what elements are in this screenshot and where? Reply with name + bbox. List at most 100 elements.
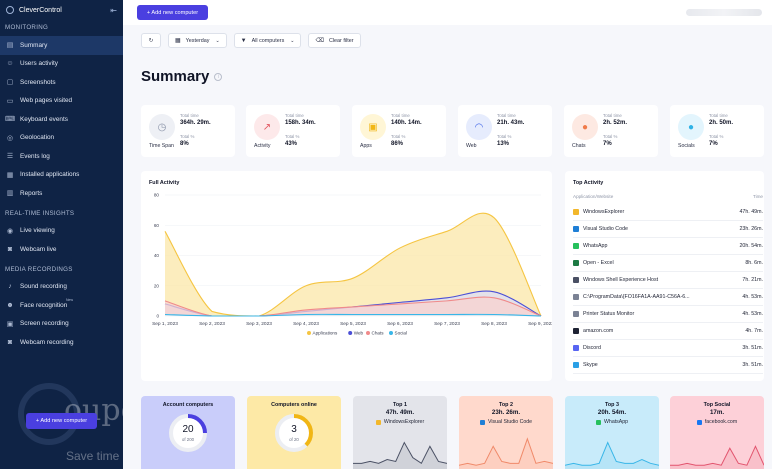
stat-total-value: 2h. 52m. bbox=[603, 120, 628, 126]
sidebar-item-keyboard-events[interactable]: ⌨ Keyboard events bbox=[0, 110, 123, 129]
stat-pct-value: 13% bbox=[497, 141, 510, 147]
legend-marker bbox=[348, 331, 353, 335]
stat-total-value: 140h. 14m. bbox=[391, 120, 422, 126]
legend-label: Social bbox=[395, 331, 408, 336]
y-tick-label: 80 bbox=[154, 193, 160, 198]
user-menu[interactable] bbox=[686, 9, 762, 16]
stat-card-web[interactable]: ◠ Web Total time 21h. 43m. Total % 13% bbox=[458, 105, 552, 157]
card-app: WindowsExplorer bbox=[353, 419, 447, 425]
stat-pct-value: 8% bbox=[180, 141, 189, 147]
sidebar-item-summary[interactable]: ▤ Summary bbox=[0, 36, 123, 55]
sidebar-item-webcam-recording[interactable]: ◙ Webcam recording bbox=[0, 333, 123, 352]
x-tick-label: Sep 7, 2023 bbox=[434, 321, 460, 327]
stat-total-label: Total time bbox=[709, 113, 728, 118]
sidebar-item-label: Screenshots bbox=[20, 78, 56, 86]
stat-label: Web bbox=[466, 143, 477, 149]
sidebar-item-users-activity[interactable]: ☺ Users activity bbox=[0, 55, 123, 74]
sidebar-item-label: Events log bbox=[20, 152, 50, 160]
sidebar-item-label: Keyboard events bbox=[20, 115, 68, 123]
stat-card-activity[interactable]: ↗ Activity Total time 158h. 34m. Total % 43% bbox=[246, 105, 340, 157]
sparkline bbox=[353, 441, 447, 469]
donut-gauge: 3 of 20 bbox=[273, 412, 315, 454]
donut-fill bbox=[275, 414, 313, 452]
refresh-button[interactable]: ↻ bbox=[141, 33, 161, 48]
top-activity-row[interactable]: WhatsApp 20h. 54m. bbox=[573, 238, 763, 255]
full-activity-title: Full Activity bbox=[149, 180, 180, 186]
top-activity-row[interactable]: WindowsExplorer 47h. 49m. bbox=[573, 204, 763, 221]
legend-marker bbox=[307, 331, 311, 335]
add-computer-button[interactable]: + Add new computer bbox=[137, 5, 208, 20]
legend-marker bbox=[366, 331, 370, 335]
summary-card-top-social[interactable]: Top Social 17m. facebook.com bbox=[670, 396, 764, 469]
chevron-down-icon: ⌄ bbox=[290, 37, 295, 44]
summary-card-top-3[interactable]: Top 3 20h. 54m. WhatsApp bbox=[565, 396, 659, 469]
legend-label: Web bbox=[354, 331, 364, 336]
app-name: Printer Status Monitor bbox=[583, 311, 635, 317]
top-activity-row[interactable]: Printer Status Monitor 4h. 53m. bbox=[573, 306, 763, 323]
donut-ring bbox=[169, 414, 207, 452]
list-icon: ☰ bbox=[6, 153, 14, 161]
clear-filter-button[interactable]: ⌫ Clear filter bbox=[308, 33, 361, 48]
stat-total-label: Total time bbox=[180, 113, 199, 118]
main: + Add new computer ↻ ▦ Yesterday ⌄ ▼ All… bbox=[123, 0, 772, 469]
info-icon[interactable]: i bbox=[214, 72, 223, 81]
sidebar-item-installed-applications[interactable]: ▦ Installed applications bbox=[0, 166, 123, 185]
y-tick-label: 40 bbox=[154, 253, 160, 258]
app-logo-icon bbox=[6, 6, 14, 14]
summary-card-top-1[interactable]: Top 1 47h. 49m. WindowsExplorer bbox=[353, 396, 447, 469]
top-activity-row[interactable]: Windows Shell Experience Host 7h. 21m. bbox=[573, 272, 763, 289]
app-time: 4h. 53m. bbox=[742, 294, 763, 300]
sidebar-item-screen-recording[interactable]: ▣ Screen recording bbox=[0, 315, 123, 334]
top-activity-row[interactable]: Open - Excel 8h. 6m. bbox=[573, 255, 763, 272]
sidebar-nav: MONITORING ▤ Summary ☺ Users activity ▢ Screen… bbox=[0, 20, 123, 352]
sidebar-add-computer-button[interactable]: + Add new computer bbox=[26, 413, 97, 429]
date-filter-value: Yesterday bbox=[185, 37, 210, 44]
top-activity-row[interactable]: amazon.com 4h. 7m. bbox=[573, 323, 763, 340]
top-activity-row[interactable]: Discord 3h. 51m. bbox=[573, 340, 763, 357]
top-activity-row[interactable]: Skype 3h. 51m. bbox=[573, 357, 763, 374]
sidebar-item-label: Webcam live bbox=[20, 245, 57, 253]
refresh-icon: ↻ bbox=[148, 37, 154, 44]
stat-card-chats[interactable]: ● Chats Total time 2h. 52m. Total % 7% bbox=[564, 105, 658, 157]
app-time: 47h. 49m. bbox=[739, 209, 763, 215]
summary-card-top-2[interactable]: Top 2 23h. 26m. Visual Studio Code bbox=[459, 396, 553, 469]
amazon-icon bbox=[573, 328, 579, 334]
sidebar-item-geolocation[interactable]: ◎ Geolocation bbox=[0, 129, 123, 148]
donut-of: of 200 bbox=[181, 437, 195, 442]
top-activity-row[interactable]: Visual Studio Code 23h. 26m. bbox=[573, 221, 763, 238]
sidebar-item-label: Installed applications bbox=[20, 171, 80, 179]
card-title: Top 1 bbox=[393, 402, 407, 408]
apps-icon: ▦ bbox=[6, 171, 14, 179]
top-activity-row[interactable]: C:\ProgramData\{FO16FA1A-AA91-C56A-6... 4… bbox=[573, 289, 763, 306]
sidebar-item-web-pages-visited[interactable]: ▭ Web pages visited bbox=[0, 92, 123, 111]
printer-icon bbox=[573, 311, 579, 317]
summary-card-computers-online[interactable]: Computers online 3 of 20 bbox=[247, 396, 341, 469]
sidebar-item-events-log[interactable]: ☰ Events log bbox=[0, 147, 123, 166]
stat-total-label: Total time bbox=[285, 113, 304, 118]
sidebar: CleverControl ⇤ MONITORING ▤ Summary ☺ Users… bbox=[0, 0, 197, 469]
sidebar-item-reports[interactable]: ▥ Reports bbox=[0, 184, 123, 203]
stat-card-time-span[interactable]: ◷ Time Span Total time 364h. 29m. Total % 8% bbox=[141, 105, 235, 157]
donut-ring bbox=[275, 414, 313, 452]
donut-gauge: 20 of 200 bbox=[167, 412, 209, 454]
app-time: 20h. 54m. bbox=[739, 243, 763, 249]
sidebar-item-webcam-live[interactable]: ◙ Webcam live bbox=[0, 240, 123, 259]
stat-pct-label: Total % bbox=[391, 134, 406, 139]
card-value: 23h. 26m. bbox=[491, 409, 521, 416]
arrow-left-icon[interactable]: ⇤ bbox=[110, 5, 117, 15]
stat-card-apps[interactable]: ▣ Apps Total time 140h. 14m. Total % 86% bbox=[352, 105, 446, 157]
sidebar-item-screenshots[interactable]: ▢ Screenshots bbox=[0, 73, 123, 92]
sidebar-item-live-viewing[interactable]: ◉ Live viewing bbox=[0, 222, 123, 241]
brand[interactable]: CleverControl ⇤ bbox=[0, 0, 123, 20]
web-icon: ▭ bbox=[6, 97, 14, 105]
computers-filter[interactable]: ▼ All computers ⌄ bbox=[233, 33, 302, 48]
sidebar-item-sound-recording[interactable]: ♪ Sound recording bbox=[0, 278, 123, 297]
date-filter[interactable]: ▦ Yesterday ⌄ bbox=[168, 33, 227, 48]
stat-card-socials[interactable]: ● Socials Total time 2h. 50m. Total % 7% bbox=[670, 105, 764, 157]
summary-card-account-computers[interactable]: Account computers 20 of 200 bbox=[141, 396, 235, 469]
sparkline-line bbox=[670, 445, 764, 466]
card-value: 20h. 54m. bbox=[597, 409, 627, 416]
chat-icon: ● bbox=[572, 114, 598, 140]
app-time: 4h. 7m. bbox=[745, 328, 763, 334]
sidebar-item-face-recognition[interactable]: ☻ Face recognition New bbox=[0, 296, 123, 315]
